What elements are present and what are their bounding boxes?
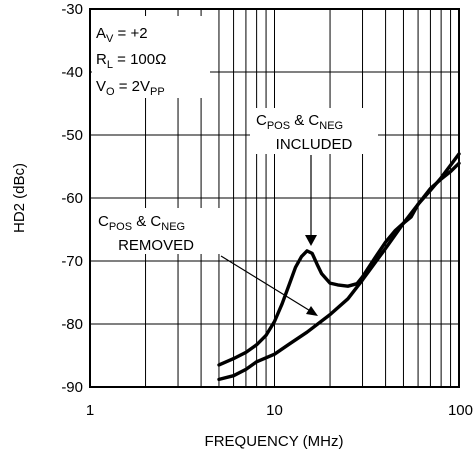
y-axis-label: HD2 (dBc): [11, 163, 28, 233]
x-axis-label: FREQUENCY (MHz): [205, 433, 344, 450]
series-line-included: [219, 163, 459, 365]
x-tick-label: 100: [448, 402, 473, 419]
y-tick-label: -50: [61, 127, 83, 144]
x-tick-label: 1: [86, 402, 94, 419]
y-tick-label: -70: [61, 253, 83, 270]
y-tick-label: -80: [61, 316, 83, 333]
annotation-included-arrowhead: [305, 235, 317, 246]
annotation-removed-arrowhead: [306, 306, 318, 316]
x-tick-label: 10: [266, 402, 283, 419]
annotation-included-line2: INCLUDED: [276, 136, 353, 153]
y-tick-label: -40: [61, 64, 83, 81]
y-tick-label: -60: [61, 190, 83, 207]
series-layer: [219, 154, 459, 380]
annotation-removed-line2: REMOVED: [118, 237, 194, 254]
y-tick-label: -90: [61, 379, 83, 396]
y-tick-label: -30: [61, 1, 83, 18]
